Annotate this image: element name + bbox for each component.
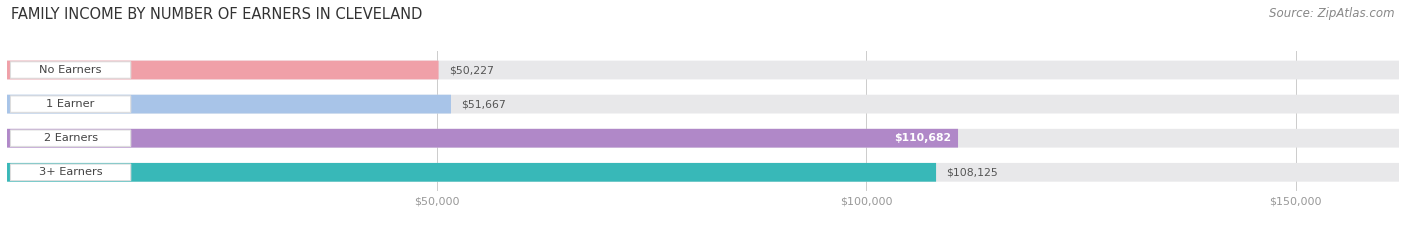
FancyBboxPatch shape [10,62,131,78]
FancyBboxPatch shape [7,95,451,113]
FancyBboxPatch shape [7,61,439,79]
Text: FAMILY INCOME BY NUMBER OF EARNERS IN CLEVELAND: FAMILY INCOME BY NUMBER OF EARNERS IN CL… [11,7,423,22]
Text: 1 Earner: 1 Earner [46,99,94,109]
Text: $108,125: $108,125 [946,167,998,177]
FancyBboxPatch shape [10,164,131,181]
FancyBboxPatch shape [7,95,1399,113]
Text: $50,227: $50,227 [449,65,494,75]
FancyBboxPatch shape [7,129,957,147]
Text: 2 Earners: 2 Earners [44,133,97,143]
Text: $110,682: $110,682 [894,133,952,143]
FancyBboxPatch shape [10,96,131,112]
FancyBboxPatch shape [7,163,1399,182]
FancyBboxPatch shape [10,130,131,147]
Text: No Earners: No Earners [39,65,101,75]
FancyBboxPatch shape [7,61,1399,79]
Text: $51,667: $51,667 [461,99,506,109]
Text: 3+ Earners: 3+ Earners [39,167,103,177]
FancyBboxPatch shape [7,163,936,182]
FancyBboxPatch shape [7,129,1399,147]
Text: Source: ZipAtlas.com: Source: ZipAtlas.com [1270,7,1395,20]
